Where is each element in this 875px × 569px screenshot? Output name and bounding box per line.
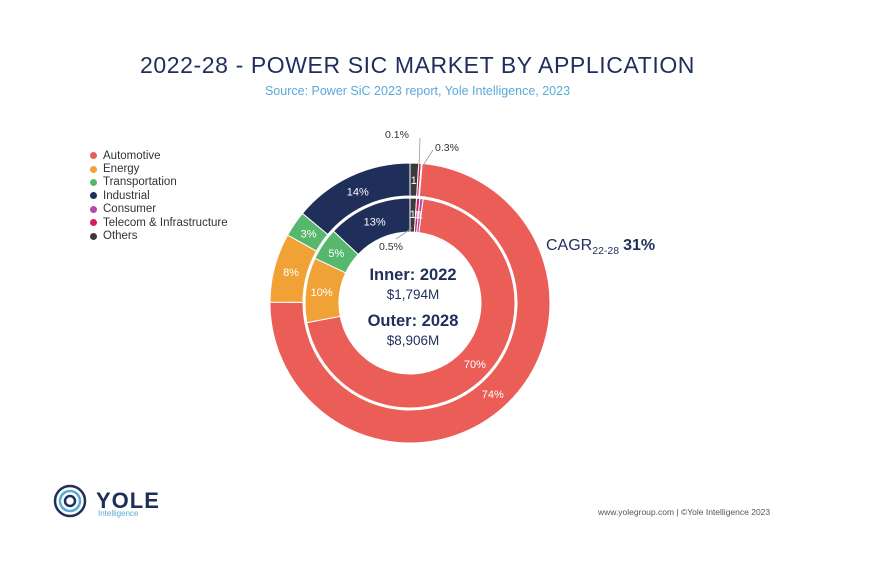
inner-slice-automotive (306, 198, 516, 409)
legend-label: Energy (103, 163, 140, 176)
legend-item-transportation: Transportation (90, 176, 228, 189)
chart-title: 2022-28 - POWER SIC MARKET BY APPLICATIO… (139, 52, 696, 78)
callout-line-inner-small (395, 227, 413, 240)
inner-label-telecom-infrastructure: 1 (414, 209, 420, 221)
callout-outer-consumer: 0.1% (385, 129, 409, 141)
cagr-annotation: CAGR22-28 31% (546, 237, 655, 257)
callout-outer-telecom: 0.3% (435, 142, 459, 154)
cagr-sub: 22-28 (592, 245, 619, 257)
outer-label-transportation: 3% (301, 228, 317, 240)
legend: Automotive Energy Transportation Industr… (90, 149, 228, 243)
outer-slice-industrial (301, 162, 411, 236)
inner-total: $1,794M (387, 287, 440, 302)
legend-swatch (90, 192, 97, 200)
yole-logo: YOLE Intelligence (50, 484, 160, 518)
callout-inner-small: 0.5% (379, 241, 403, 253)
legend-swatch (90, 152, 97, 160)
legend-label: Industrial (103, 189, 150, 202)
inner-label-transportation: 5% (328, 248, 344, 260)
legend-item-energy: Energy (90, 162, 228, 175)
legend-label: Transportation (103, 176, 177, 189)
inner-label-energy: 10% (311, 287, 333, 299)
callout-line-telecom (421, 149, 434, 168)
legend-item-others: Others (90, 229, 228, 242)
legend-swatch (90, 178, 97, 186)
callout-line-consumer (418, 137, 421, 168)
legend-item-industrial: Industrial (90, 189, 228, 202)
inner-ring (304, 197, 516, 409)
outer-slice-automotive (269, 162, 551, 444)
outer-label-automotive: 74% (482, 389, 504, 401)
cagr-value: 31% (623, 237, 655, 254)
chart-subtitle: Source: Power SiC 2023 report, Yole Inte… (264, 84, 571, 98)
legend-label: Others (103, 230, 138, 243)
logo-subtext: Intelligence (98, 509, 139, 518)
legend-swatch (90, 205, 97, 213)
outer-total: $8,906M (387, 333, 440, 348)
legend-label: Telecom & Infrastructure (103, 216, 228, 229)
legend-item-telecom: Telecom & Infrastructure (90, 216, 228, 229)
inner-year-label: Inner: 2022 (369, 266, 456, 284)
cagr-label: CAGR (546, 237, 592, 254)
legend-label: Automotive (103, 149, 161, 162)
inner-label-others: 1 (410, 209, 416, 221)
outer-label-industrial: 14% (347, 187, 369, 199)
inner-label-consumer: 1 (417, 210, 423, 222)
callouts: 0.1% 0.3% 0.5% (379, 129, 459, 253)
legend-label: Consumer (103, 203, 157, 216)
outer-year-label: Outer: 2028 (368, 312, 459, 330)
legend-swatch (90, 219, 97, 227)
yole-logo-icon (53, 484, 87, 518)
outer-ring (269, 162, 551, 444)
outer-label-others: 1 (411, 175, 417, 187)
footer-text: www.yolegroup.com | ©Yole Intelligence 2… (598, 507, 771, 517)
outer-label-energy: 8% (283, 267, 299, 279)
inner-label-industrial: 13% (364, 216, 386, 228)
legend-swatch (90, 165, 97, 173)
legend-item-consumer: Consumer (90, 203, 228, 216)
legend-swatch (90, 232, 97, 240)
logo-text: YOLE (96, 488, 160, 513)
legend-item-automotive: Automotive (90, 149, 228, 162)
inner-slice-industrial (332, 197, 411, 256)
inner-label-automotive: 70% (464, 359, 486, 371)
